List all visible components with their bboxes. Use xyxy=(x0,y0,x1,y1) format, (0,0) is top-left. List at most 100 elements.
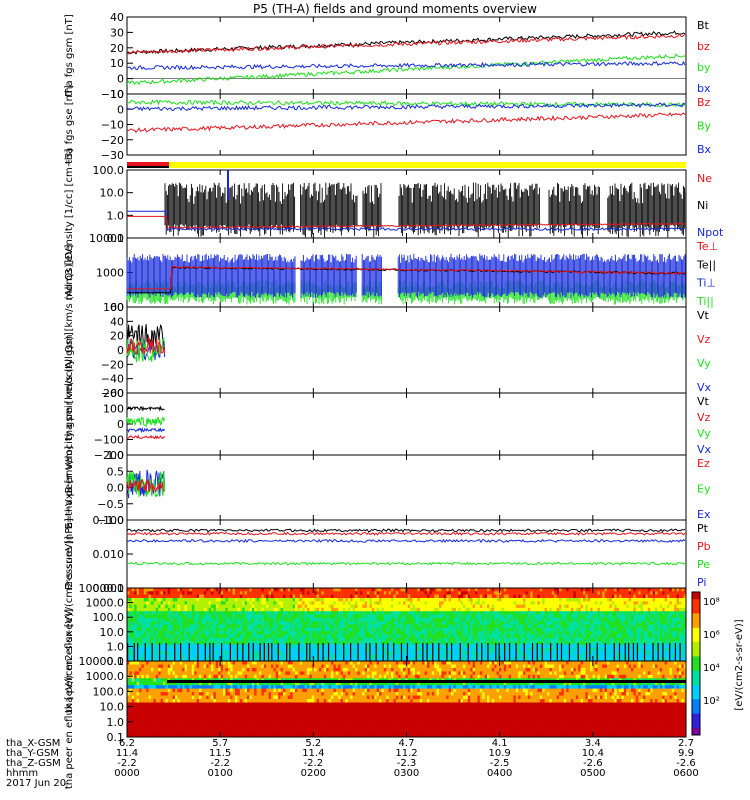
spectrogram-cell xyxy=(199,601,202,605)
spectrogram-cell xyxy=(362,598,365,602)
spectrogram-cell xyxy=(494,588,497,592)
spectrogram-cell xyxy=(527,637,531,642)
spectrogram-cell xyxy=(175,617,178,622)
spectrogram-cell xyxy=(314,644,317,649)
spectrogram-cell xyxy=(244,588,248,592)
spectrogram-cell xyxy=(643,607,646,612)
spectrogram-cell xyxy=(127,634,130,639)
spectrogram-cell xyxy=(328,637,332,642)
spectrogram-cell xyxy=(179,588,183,592)
spectrogram-cell xyxy=(544,644,548,649)
spectrogram-cell xyxy=(602,591,605,595)
spectrogram-cell xyxy=(215,627,219,632)
spectrogram-cell xyxy=(451,634,454,639)
spectrogram-cell xyxy=(345,624,349,629)
spectrogram-cell xyxy=(537,624,541,629)
spectrogram-cell xyxy=(441,617,445,622)
spectrogram-cell xyxy=(249,604,253,609)
y-tick-label: 0 xyxy=(117,344,124,357)
spectrogram-cell xyxy=(383,647,387,652)
spectrogram-cell xyxy=(448,631,452,635)
spectrogram-cell xyxy=(515,624,519,629)
spectrogram-cell xyxy=(573,598,577,602)
spectrogram-cell xyxy=(331,588,334,592)
spectrogram-cell xyxy=(482,621,485,625)
spectrogram-cell xyxy=(604,647,608,652)
spectrogram-cell xyxy=(479,631,483,635)
spectrogram-cell xyxy=(583,614,586,619)
spectrogram-cell xyxy=(278,588,281,592)
spectrogram-cell xyxy=(242,637,245,642)
y-tick-label: −20 xyxy=(101,358,124,371)
spectrogram-cell xyxy=(244,637,248,642)
spectrogram-cell xyxy=(616,591,620,595)
spectrogram-cell xyxy=(194,614,197,619)
spectrogram-cell xyxy=(307,614,310,619)
spectrogram-cell xyxy=(203,627,207,632)
spectrogram-cell xyxy=(163,591,166,595)
spectrogram-cell xyxy=(611,641,615,645)
spectrogram-cell xyxy=(259,601,262,605)
spectrogram-cell xyxy=(499,598,502,602)
spectrogram-cell xyxy=(189,654,193,659)
spectrogram-cell xyxy=(172,591,176,595)
spectrogram-cell xyxy=(235,627,238,632)
spectrogram-cell xyxy=(141,611,145,615)
spectrogram-cell xyxy=(578,594,581,599)
spectrogram-cell xyxy=(211,617,214,622)
spectrogram-cell xyxy=(357,634,361,639)
spectrogram-cell xyxy=(453,627,457,632)
spectrogram-cell xyxy=(559,651,562,655)
spectrogram-cell xyxy=(523,634,526,639)
spectrogram-cell xyxy=(539,591,543,595)
spectrogram-cell xyxy=(196,594,200,599)
spectrogram-cell xyxy=(619,651,622,655)
spectrogram-cell xyxy=(232,634,236,639)
spectrogram-cell xyxy=(343,631,346,635)
spectrogram-cell xyxy=(611,647,615,652)
spectrogram-cell xyxy=(645,634,649,639)
spectrogram-cell xyxy=(434,617,437,622)
spectrogram-cell xyxy=(583,617,586,622)
series-Vt xyxy=(126,323,166,350)
spectrogram-cell xyxy=(326,607,329,612)
spectrogram-cell xyxy=(266,611,269,615)
spectrogram-cell xyxy=(429,627,433,632)
spectrogram-cell xyxy=(146,617,149,622)
spectrogram-cell xyxy=(520,591,524,595)
spectrogram-cell xyxy=(371,651,375,655)
spectrogram-cell xyxy=(400,624,404,629)
spectrogram-cell xyxy=(275,627,279,632)
spectrogram-cell xyxy=(395,604,399,609)
spectrogram-cell xyxy=(263,598,267,602)
spectrogram-cell xyxy=(251,601,255,605)
spectrogram-cell xyxy=(328,588,332,592)
spectrogram-cell xyxy=(199,594,202,599)
spectrogram-cell xyxy=(434,624,437,629)
spectrogram-cell xyxy=(544,598,548,602)
spectrogram-cell xyxy=(614,651,617,655)
spectrogram-cell xyxy=(580,614,584,619)
spectrogram-cell xyxy=(199,624,202,629)
spectrogram-cell xyxy=(604,588,608,592)
spectrogram-cell xyxy=(494,641,497,645)
spectrogram-cell xyxy=(415,591,418,595)
spectrogram-cell xyxy=(489,601,493,605)
spectrogram-cell xyxy=(590,647,593,652)
spectrogram-cell xyxy=(590,598,593,602)
spectrogram-cell xyxy=(290,614,293,619)
spectrogram-cell xyxy=(429,637,433,642)
spectrogram-cell xyxy=(331,591,334,595)
spectrogram-cell xyxy=(487,611,490,615)
spectrogram-cell xyxy=(271,624,274,629)
spectrogram-cell xyxy=(280,611,284,615)
spectrogram-cell xyxy=(388,601,392,605)
spectrogram-cell xyxy=(321,634,325,639)
spectrogram-cell xyxy=(167,604,171,609)
spectrogram-cell xyxy=(535,634,538,639)
spectrogram-cell xyxy=(451,604,454,609)
spectrogram-cell xyxy=(211,647,214,652)
spectrogram-cell xyxy=(441,631,445,635)
spectrogram-cell xyxy=(590,614,593,619)
spectrogram-cell xyxy=(460,601,464,605)
